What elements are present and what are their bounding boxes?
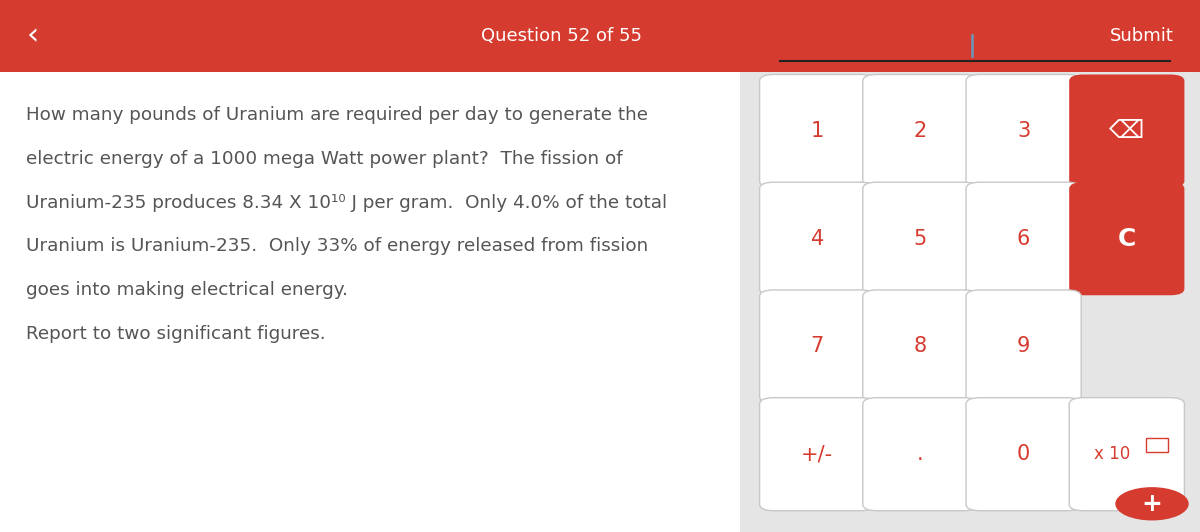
FancyBboxPatch shape (966, 182, 1081, 295)
Text: How many pounds of Uranium are required per day to generate the: How many pounds of Uranium are required … (26, 106, 648, 124)
FancyBboxPatch shape (966, 74, 1081, 188)
Text: x 10: x 10 (1094, 445, 1130, 463)
Text: +: + (1141, 492, 1163, 516)
FancyBboxPatch shape (0, 0, 1200, 72)
FancyBboxPatch shape (740, 0, 1200, 532)
Text: Question 52 of 55: Question 52 of 55 (481, 27, 642, 45)
FancyBboxPatch shape (760, 74, 875, 188)
FancyBboxPatch shape (1146, 438, 1168, 452)
Text: 8: 8 (914, 336, 926, 356)
Text: 9: 9 (1016, 336, 1031, 356)
FancyBboxPatch shape (966, 398, 1081, 511)
FancyBboxPatch shape (863, 290, 978, 403)
Text: 0: 0 (1016, 444, 1031, 464)
Text: Uranium is Uranium-235.  Only 33% of energy released from fission: Uranium is Uranium-235. Only 33% of ener… (26, 237, 649, 255)
Text: goes into making electrical energy.: goes into making electrical energy. (26, 281, 348, 299)
FancyBboxPatch shape (760, 182, 875, 295)
FancyBboxPatch shape (1069, 74, 1184, 188)
Text: .: . (917, 444, 924, 464)
Text: Uranium-235 produces 8.34 X 10¹⁰ J per gram.  Only 4.0% of the total: Uranium-235 produces 8.34 X 10¹⁰ J per g… (26, 194, 667, 212)
Text: 6: 6 (1016, 229, 1031, 249)
Circle shape (1116, 488, 1188, 520)
Text: 1: 1 (810, 121, 824, 141)
Text: ⌫: ⌫ (1109, 119, 1145, 143)
Text: Submit: Submit (1110, 27, 1174, 45)
FancyBboxPatch shape (863, 182, 978, 295)
FancyBboxPatch shape (966, 290, 1081, 403)
Text: ‹: ‹ (26, 21, 38, 51)
Text: electric energy of a 1000 mega Watt power plant?  The fission of: electric energy of a 1000 mega Watt powe… (26, 150, 623, 168)
FancyBboxPatch shape (863, 398, 978, 511)
Text: 3: 3 (1016, 121, 1031, 141)
FancyBboxPatch shape (760, 398, 875, 511)
Text: +/-: +/- (802, 444, 833, 464)
FancyBboxPatch shape (863, 74, 978, 188)
Text: 7: 7 (810, 336, 824, 356)
Text: 5: 5 (913, 229, 928, 249)
Text: Report to two significant figures.: Report to two significant figures. (26, 325, 326, 343)
FancyBboxPatch shape (1069, 398, 1184, 511)
FancyBboxPatch shape (1069, 182, 1184, 295)
FancyBboxPatch shape (760, 290, 875, 403)
Text: C: C (1117, 227, 1136, 251)
Text: 2: 2 (913, 121, 928, 141)
Text: 4: 4 (810, 229, 824, 249)
